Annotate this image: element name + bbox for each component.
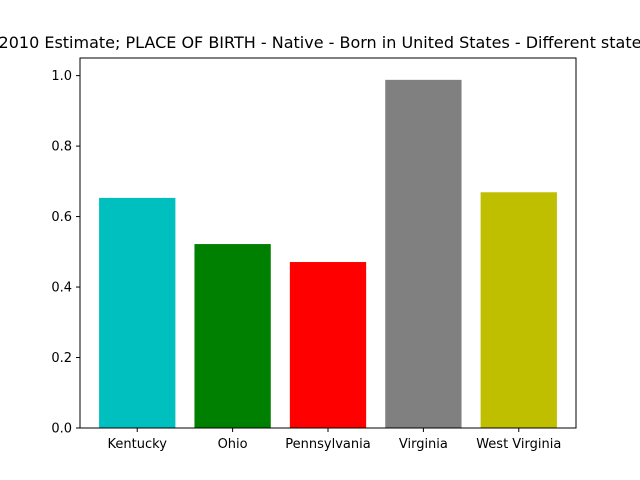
bars-group [99, 79, 557, 428]
x-tick-label: Kentucky [108, 437, 168, 452]
bar-pennsylvania [289, 262, 367, 428]
bar-west-virginia [480, 192, 557, 428]
x-tick-label: Virginia [399, 437, 448, 452]
bar-kentucky [99, 197, 176, 428]
y-tick-label: 0.6 [51, 210, 72, 225]
y-tick-label: 0.0 [51, 422, 72, 437]
x-tick-label: Ohio [218, 437, 248, 452]
x-axis: Kentucky Ohio Pennsylvania Virginia West Vir… [108, 428, 561, 452]
y-tick-label: 0.2 [51, 351, 72, 366]
chart-title: 2010 Estimate; PLACE OF BIRTH - Native -… [0, 33, 640, 52]
y-axis: 0.0 0.2 0.4 0.6 0.8 1.0 [51, 69, 80, 437]
x-tick-label: Pennsylvania [285, 437, 370, 452]
y-tick-label: 1.0 [51, 69, 72, 84]
x-tick-label: West Virginia [476, 437, 561, 452]
axes-frame [79, 57, 577, 429]
bar-ohio [194, 244, 271, 428]
y-tick-label: 0.4 [51, 281, 72, 296]
y-tick-label: 0.8 [51, 140, 72, 155]
bar-virginia [385, 79, 462, 428]
